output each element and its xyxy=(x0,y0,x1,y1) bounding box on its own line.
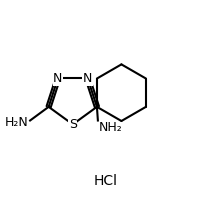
Text: N: N xyxy=(83,72,92,85)
Text: NH₂: NH₂ xyxy=(99,122,123,134)
Text: S: S xyxy=(69,118,77,131)
Text: HCl: HCl xyxy=(94,174,118,188)
Text: H₂N: H₂N xyxy=(4,116,28,129)
Text: N: N xyxy=(53,72,63,85)
